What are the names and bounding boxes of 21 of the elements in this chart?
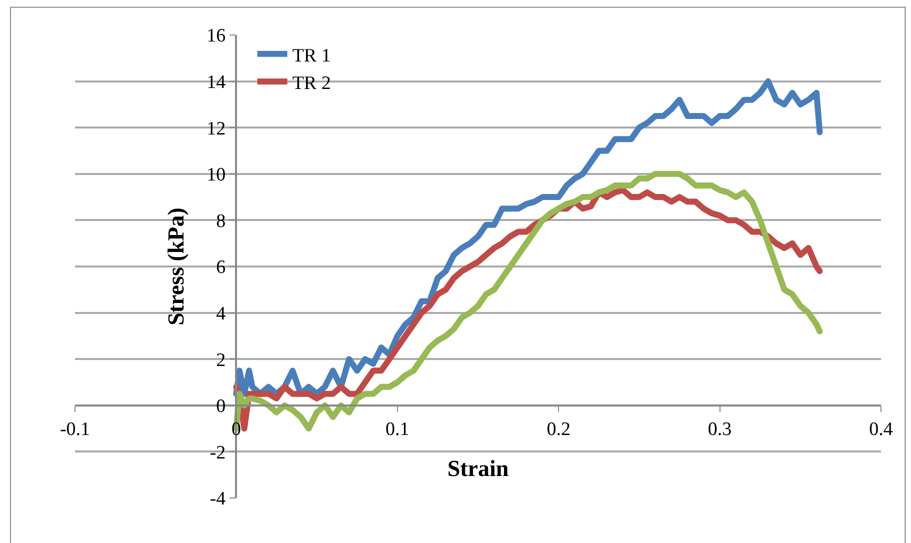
y-tick-label: 6: [216, 257, 226, 278]
y-tick-label: 8: [216, 210, 226, 232]
y-tick-label: 16: [206, 26, 226, 47]
x-tick-label: 0.2: [546, 418, 570, 440]
x-tick-label: 0.4: [869, 418, 894, 440]
y-tick-label: -2: [210, 442, 226, 464]
y-tick-label: 14: [206, 72, 226, 93]
y-tick-label: 4: [216, 303, 226, 324]
y-tick-label: -4: [210, 488, 226, 510]
x-tick-label: 0.3: [708, 418, 732, 440]
y-tick-label: 12: [206, 118, 226, 140]
x-axis-title: Strain: [447, 456, 509, 482]
legend-label: TR 1: [292, 45, 331, 66]
y-axis-title: Stress (kPa): [164, 208, 189, 326]
x-tick-label: -0.1: [60, 418, 90, 440]
x-tick-label: 0.1: [386, 418, 410, 440]
y-tick-label: 2: [216, 350, 226, 371]
legend-label: TR 2: [292, 72, 331, 94]
y-tick-label: 0: [216, 396, 226, 418]
y-tick-label: 10: [206, 164, 226, 186]
x-tick-label: 0: [231, 418, 241, 440]
